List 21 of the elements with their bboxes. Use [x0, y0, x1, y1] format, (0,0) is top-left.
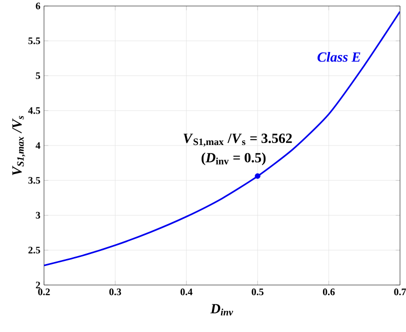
x-tick-label: 0.7: [394, 288, 406, 296]
y-tick-label: 5: [36, 72, 40, 80]
x-tick-label: 0.2: [38, 288, 50, 296]
y-tick-label: 4.5: [28, 107, 40, 114]
x-tick-label: 0.3: [109, 288, 122, 296]
y-tick-label: 3: [36, 212, 40, 219]
y-tick-label: 4: [36, 142, 40, 149]
x-tick-label: 0.5: [252, 288, 264, 296]
y-tick-label: 5.5: [28, 38, 40, 44]
y-tick-label: 2: [36, 282, 40, 288]
annotation: (D$_{inv}$ = 0.5): [202, 152, 266, 166]
x-tick-label: 0.6: [322, 288, 335, 296]
annotation: V$_{S1,max}$ /V$_{s}$ = 3.562: [184, 134, 292, 147]
x-tick-label: 0.4: [180, 288, 192, 296]
y-tick-label: 3.5: [28, 177, 40, 184]
x-axis-title: D$_{inv}$: [210, 304, 234, 316]
y-tick-label: 2.5: [28, 246, 40, 254]
line-series: [44, 10, 400, 266]
y-tick-label: 6: [36, 2, 40, 10]
y-axis-title: V$_{S1,max}$ /V$_{s}$: [12, 116, 26, 176]
series-label: Class E: [318, 52, 360, 62]
